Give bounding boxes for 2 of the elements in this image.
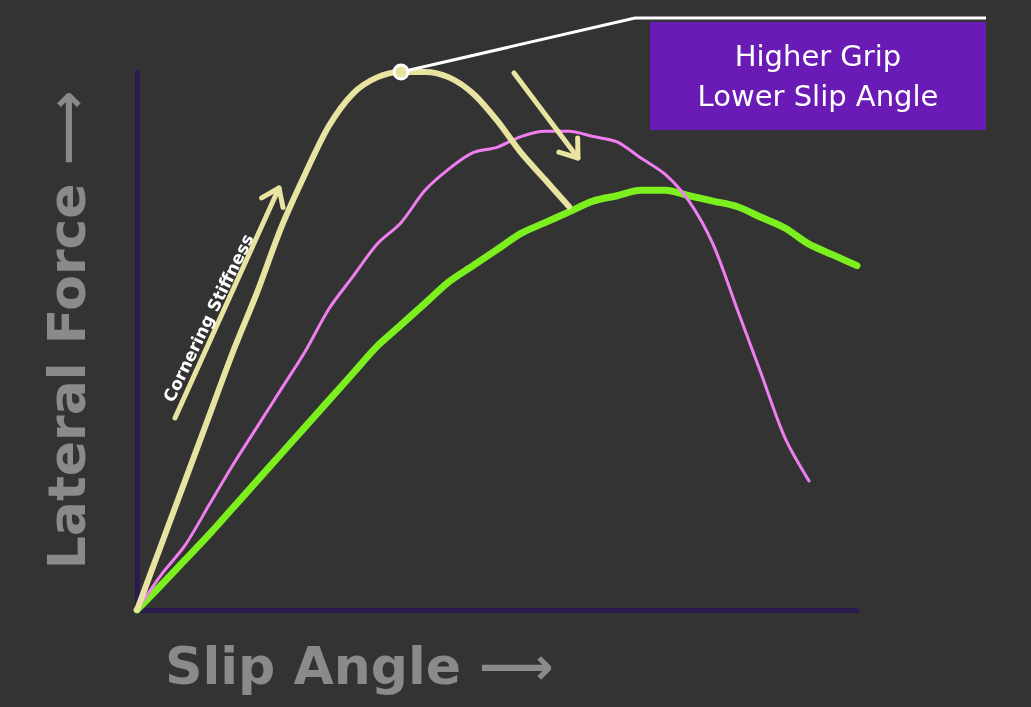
x-axis-title: Slip Angle ⟶ <box>165 636 554 696</box>
y-axis-title: Lateral Force ⟶ <box>36 90 97 570</box>
